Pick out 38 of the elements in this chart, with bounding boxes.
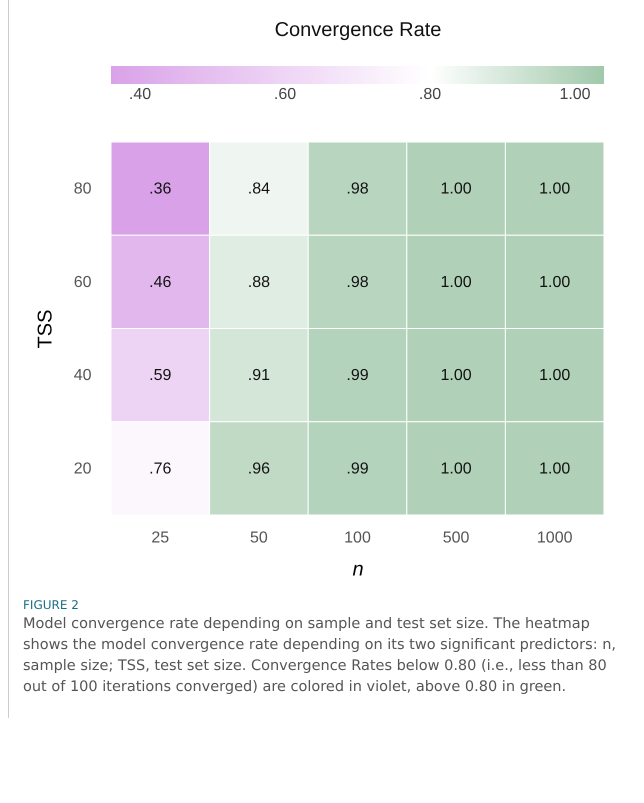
color-bar-label: .40 xyxy=(128,86,152,103)
y-tick-label: 20 xyxy=(74,460,92,478)
x-tick-label: 500 xyxy=(442,530,470,546)
x-tick-label: 50 xyxy=(250,530,268,546)
color-bar-label: .60 xyxy=(274,86,296,103)
data-label: 1.00 xyxy=(539,274,570,291)
data-label: .88 xyxy=(248,274,270,291)
legend-title: Convergence Rate xyxy=(274,19,442,41)
y-tick-label: 40 xyxy=(74,367,92,384)
data-label: 1.00 xyxy=(440,367,472,384)
data-label: .99 xyxy=(346,367,369,384)
data-label: .96 xyxy=(248,460,270,478)
color-bar-label: .80 xyxy=(418,86,442,103)
x-tick-label: 25 xyxy=(151,530,170,546)
data-label: .36 xyxy=(149,180,172,198)
data-label: 1.00 xyxy=(440,274,472,291)
y-tick-label: 60 xyxy=(74,274,92,291)
x-axis-title: n xyxy=(352,558,364,580)
data-label: .59 xyxy=(149,367,172,384)
y-tick-label: 80 xyxy=(74,180,92,198)
data-label: 1.00 xyxy=(539,180,570,198)
x-tick-label: 1000 xyxy=(536,530,573,546)
caption: FIGURE 2 xyxy=(23,598,80,612)
data-label: 1.00 xyxy=(539,367,570,384)
data-label: .76 xyxy=(149,460,172,478)
data-label: .98 xyxy=(346,180,369,198)
data-label: .99 xyxy=(346,460,369,478)
data-label: .46 xyxy=(149,274,172,291)
data-label: .84 xyxy=(248,180,270,198)
color-bar-label: 1.00 xyxy=(559,86,591,103)
text: Model convergence rate depending on sample and test set size. The heatmap shows the model convergence rate depending on its two significant predictors: n, sample size; TSS, test set size. Convergence Rates below 0.80 (i.e., less than 80 out of 100 iterations converged) are colored in violet, above 0.80 in green. xyxy=(23,615,617,697)
data-label: .91 xyxy=(248,367,270,384)
y-axis-title: TSS xyxy=(34,310,57,348)
data-label: 1.00 xyxy=(539,460,570,478)
data-label: 1.00 xyxy=(440,460,472,478)
data-label: 1.00 xyxy=(440,180,472,198)
x-tick-label: 100 xyxy=(344,530,371,546)
data-label: .98 xyxy=(346,274,369,291)
